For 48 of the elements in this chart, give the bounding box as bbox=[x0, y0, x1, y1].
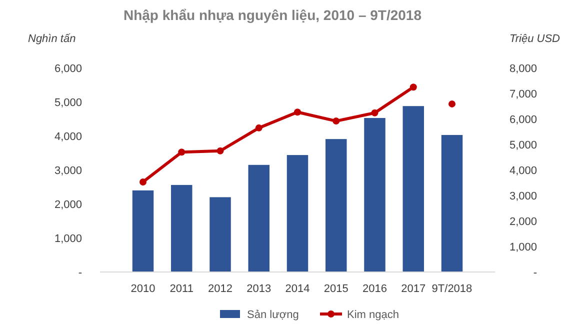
bar bbox=[441, 134, 463, 272]
point bbox=[178, 148, 186, 156]
point bbox=[255, 124, 262, 132]
bar bbox=[210, 197, 231, 272]
y2-tick-label: 8,000 bbox=[509, 63, 537, 75]
y-tick-label: 4,000 bbox=[54, 131, 82, 143]
bar bbox=[248, 164, 270, 272]
y-tick-label: 2,000 bbox=[54, 199, 82, 211]
y-tick-label: 3,000 bbox=[54, 165, 82, 177]
bar bbox=[364, 118, 386, 272]
bar bbox=[286, 155, 308, 272]
y2-tick-label: 3,000 bbox=[509, 190, 537, 202]
bar bbox=[171, 184, 192, 272]
y2-tick-label: 7,000 bbox=[509, 88, 537, 100]
chart-title: Nhập khẩu nhựa nguyên liệu, 2010 – 9T/2018 bbox=[123, 7, 422, 23]
y-tick-label: 6,000 bbox=[54, 63, 82, 75]
point bbox=[140, 178, 147, 186]
y-tick-label: - bbox=[78, 267, 82, 279]
x-tick-label: 9T/2018 bbox=[432, 283, 472, 295]
bar bbox=[132, 190, 154, 272]
point bbox=[332, 118, 340, 125]
x-tick-label: 2016 bbox=[362, 283, 387, 295]
x-tick-label: 2014 bbox=[285, 283, 310, 295]
point bbox=[371, 109, 378, 116]
point bbox=[294, 108, 301, 116]
y2-tick-label: 5,000 bbox=[509, 140, 537, 152]
y2-tick-label: 6,000 bbox=[509, 114, 537, 126]
x-tick-label: 2013 bbox=[246, 283, 272, 295]
x-tick-label: 2015 bbox=[324, 283, 348, 295]
bar bbox=[402, 106, 424, 272]
y-axis-title: Nghìn tấn bbox=[28, 33, 76, 45]
y2-tick-label: 2,000 bbox=[509, 216, 537, 228]
legend-label: Sản lượng bbox=[247, 309, 299, 321]
y2-tick-label: - bbox=[533, 267, 538, 279]
x-tick-label: 2012 bbox=[208, 283, 232, 295]
y2-tick-label: 1,000 bbox=[509, 242, 537, 254]
y2-tick-label: 4,000 bbox=[509, 165, 537, 177]
y-tick-label: 1,000 bbox=[54, 233, 82, 245]
x-tick-label: 2011 bbox=[170, 283, 194, 295]
y-tick-label: 5,000 bbox=[54, 97, 82, 109]
point bbox=[216, 147, 224, 154]
legend-label: Kim ngạch bbox=[347, 309, 399, 321]
x-tick-label: 2010 bbox=[130, 283, 156, 295]
point bbox=[448, 100, 456, 108]
point bbox=[410, 84, 417, 91]
y2-axis-title: Triệu USD bbox=[509, 33, 560, 45]
bar bbox=[326, 139, 347, 272]
x-tick-label: 2017 bbox=[401, 283, 426, 295]
